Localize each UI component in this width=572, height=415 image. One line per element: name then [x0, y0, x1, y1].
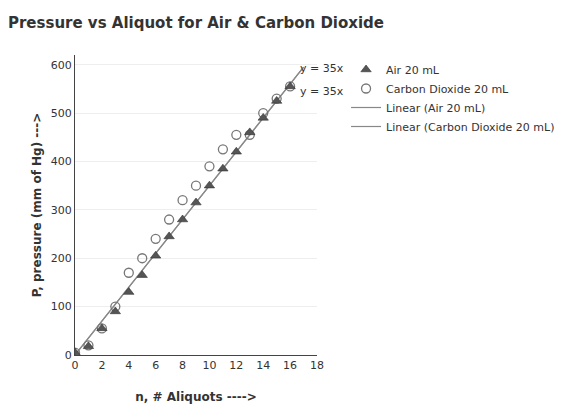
svg-text:0: 0	[65, 349, 72, 362]
svg-text:Air 20 mL: Air 20 mL	[386, 64, 440, 77]
svg-text:Linear (Carbon Dioxide 20 mL): Linear (Carbon Dioxide 20 mL)	[386, 121, 554, 134]
svg-text:n, # Aliquots ---->: n, # Aliquots ---->	[135, 390, 256, 404]
svg-text:Linear (Air 20 mL): Linear (Air 20 mL)	[386, 102, 485, 115]
svg-text:8: 8	[179, 359, 186, 372]
svg-text:P, pressure (mm of Hg) --->: P, pressure (mm of Hg) --->	[30, 113, 44, 298]
svg-text:6: 6	[152, 359, 159, 372]
svg-text:12: 12	[229, 359, 243, 372]
svg-text:0: 0	[72, 359, 79, 372]
svg-text:500: 500	[51, 107, 72, 120]
svg-text:16: 16	[283, 359, 297, 372]
svg-text:200: 200	[51, 252, 72, 265]
svg-text:10: 10	[202, 359, 216, 372]
svg-text:400: 400	[51, 155, 72, 168]
svg-text:100: 100	[51, 300, 72, 313]
svg-text:Pressure vs Aliquot for Air &: Pressure vs Aliquot for Air & Carbon Dio…	[8, 14, 384, 32]
svg-text:y = 35x: y = 35x	[300, 62, 344, 75]
svg-text:18: 18	[310, 359, 324, 372]
svg-text:600: 600	[51, 59, 72, 72]
svg-text:2: 2	[98, 359, 105, 372]
svg-text:4: 4	[125, 359, 132, 372]
svg-text:Carbon Dioxide 20 mL: Carbon Dioxide 20 mL	[386, 83, 509, 96]
svg-text:y = 35x: y = 35x	[300, 85, 344, 98]
svg-text:14: 14	[256, 359, 270, 372]
svg-text:300: 300	[51, 204, 72, 217]
